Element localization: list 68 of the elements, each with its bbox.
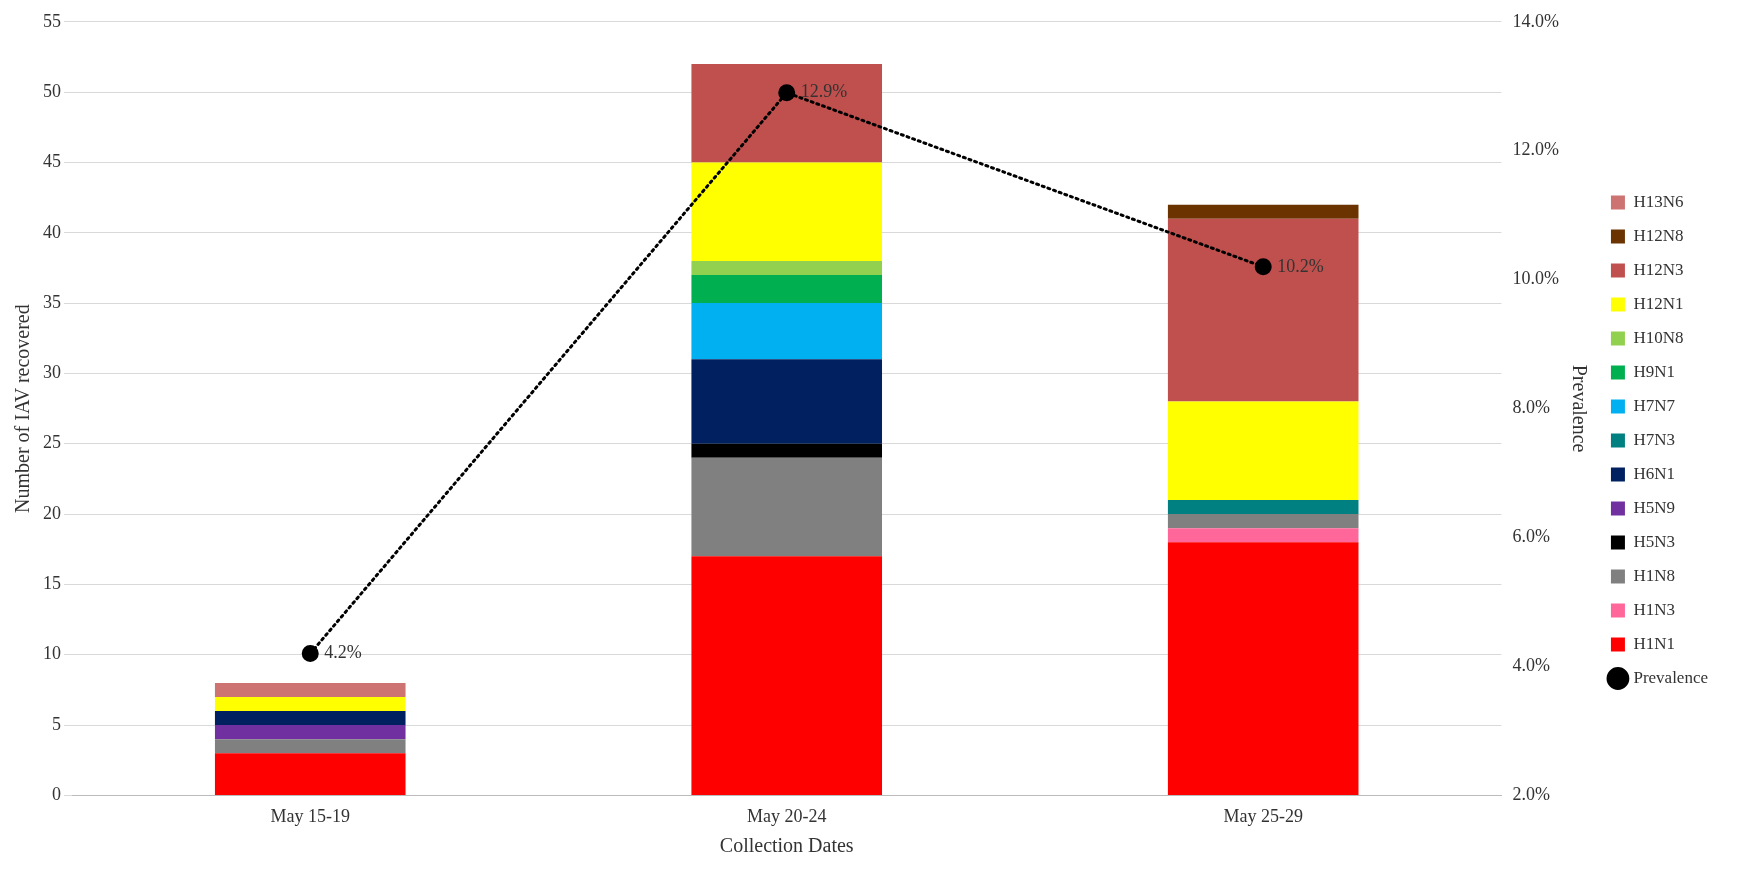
legend-label: H6N1 — [1633, 463, 1675, 483]
y-tick-label: 50 — [43, 80, 61, 101]
x-axis-title: Collection Dates — [719, 834, 854, 857]
bar — [691, 359, 883, 444]
bar — [1167, 401, 1359, 501]
data-label: 10.2% — [1277, 255, 1324, 276]
y-tick-label: 25 — [43, 432, 61, 453]
legend-label: H1N3 — [1633, 599, 1675, 619]
y-tick-label: 55 — [43, 10, 61, 31]
point — [1254, 258, 1272, 276]
bar — [214, 739, 406, 754]
data-label: 12.9% — [800, 81, 848, 102]
bar — [691, 64, 883, 163]
bar — [691, 260, 883, 275]
y-tick-label: 15 — [43, 573, 61, 594]
bar — [214, 711, 406, 726]
legend-label: H7N3 — [1633, 429, 1675, 449]
y2-tick-label: 14.0% — [1512, 10, 1559, 31]
bar — [214, 725, 406, 740]
x-tick-label: May 25-29 — [1223, 805, 1303, 826]
y-tick-label: 10 — [43, 643, 61, 664]
legend-label: H10N8 — [1633, 327, 1684, 347]
y2-tick-label: 6.0% — [1512, 526, 1550, 547]
x-tick-label: May 20-24 — [746, 805, 827, 826]
y-tick-label: 30 — [43, 362, 61, 383]
bar — [691, 162, 883, 261]
x-tick-label: May 15-19 — [270, 805, 350, 826]
bar — [691, 443, 883, 458]
legend-label: Prevalence — [1633, 667, 1709, 687]
y2-tick-label: 10.0% — [1512, 268, 1559, 289]
bar — [214, 696, 406, 712]
legend-label: H5N3 — [1633, 531, 1675, 551]
bar — [1167, 500, 1359, 515]
y2-tick-label: 2.0% — [1512, 784, 1550, 805]
legend-label: H7N7 — [1633, 395, 1676, 415]
bar — [214, 682, 406, 697]
y2-tick-label: 8.0% — [1512, 397, 1550, 418]
y-tick-label: 35 — [43, 291, 61, 312]
bar — [214, 753, 406, 795]
legend-label: H12N1 — [1633, 293, 1684, 313]
y-tick-label: 20 — [43, 502, 61, 523]
bar — [691, 303, 883, 360]
data-label: 4.2% — [324, 642, 362, 663]
bar — [691, 274, 883, 304]
y-tick-label: 45 — [43, 151, 61, 172]
y-tick-label: 5 — [52, 713, 61, 734]
bar — [1167, 528, 1359, 543]
point — [778, 84, 796, 102]
y-tick-label: 0 — [52, 784, 61, 805]
legend-label: H12N3 — [1633, 259, 1684, 279]
y2-axis-title: Prevalence — [1568, 364, 1591, 453]
bar — [1167, 514, 1359, 529]
bar — [1167, 542, 1359, 795]
legend-label: H1N1 — [1633, 633, 1675, 653]
bar — [691, 556, 883, 795]
bar — [1167, 204, 1359, 219]
point — [301, 645, 319, 663]
legend-label: H12N8 — [1633, 225, 1684, 245]
bar — [691, 457, 883, 557]
legend-label: H1N8 — [1633, 565, 1675, 585]
bar — [1167, 218, 1359, 402]
y2-tick-label: 12.0% — [1512, 139, 1559, 160]
legend-label: H9N1 — [1633, 361, 1675, 381]
legend-label: H13N6 — [1633, 191, 1684, 211]
y2-tick-label: 4.0% — [1512, 655, 1550, 676]
y-tick-label: 40 — [43, 221, 61, 242]
y-axis-title: Number of IAV recovered — [11, 304, 34, 513]
legend-label: H5N9 — [1633, 497, 1675, 517]
